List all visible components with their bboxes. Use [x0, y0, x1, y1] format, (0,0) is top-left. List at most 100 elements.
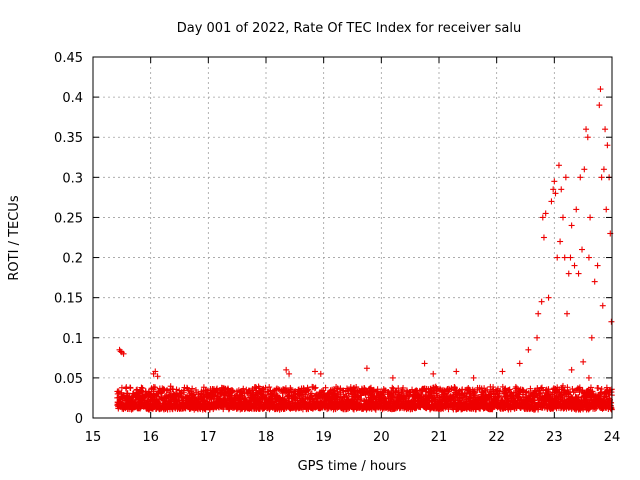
data-point [561, 254, 568, 261]
data-point [545, 294, 552, 301]
data-point [583, 126, 590, 133]
data-point [602, 126, 609, 133]
data-point [564, 310, 571, 317]
data-point [118, 384, 125, 391]
data-point [539, 214, 546, 221]
data-point [580, 358, 587, 365]
data-point [587, 214, 594, 221]
y-tick-label: 0.45 [54, 51, 83, 66]
data-point [534, 334, 541, 341]
data-point [598, 174, 605, 181]
data-point [591, 278, 598, 285]
data-point [581, 166, 588, 173]
data-points [114, 86, 615, 413]
data-point [525, 346, 532, 353]
data-point [608, 318, 615, 325]
data-point [317, 370, 324, 377]
data-point [588, 334, 595, 341]
x-tick-labels: 15 16 17 18 19 20 21 22 23 24 [85, 430, 621, 445]
y-tick-labels: 0 0.05 0.1 0.15 0.2 0.25 0.3 0.35 0.4 0.45 [54, 51, 83, 427]
data-point [567, 254, 574, 261]
y-tick-label: 0.3 [62, 171, 83, 186]
x-tick-label: 20 [373, 430, 390, 445]
data-point [540, 234, 547, 241]
y-tick-label: 0.2 [62, 252, 83, 267]
grid [93, 57, 612, 418]
data-point [430, 370, 437, 377]
data-point [124, 390, 131, 397]
data-point [551, 178, 558, 185]
data-point [535, 310, 542, 317]
x-tick-label: 19 [315, 430, 332, 445]
data-point [555, 162, 562, 169]
y-tick-label: 0.05 [54, 372, 83, 387]
data-point [189, 385, 196, 392]
data-point [579, 246, 586, 253]
data-point [173, 386, 180, 393]
data-point [575, 270, 582, 277]
data-point [562, 174, 569, 181]
data-point [213, 386, 220, 393]
y-tick-label: 0.35 [54, 131, 83, 146]
data-point [557, 238, 564, 245]
data-point [599, 302, 606, 309]
data-point [559, 214, 566, 221]
x-tick-label: 15 [85, 430, 102, 445]
axis-ticks [92, 56, 613, 419]
y-tick-label: 0 [75, 412, 83, 427]
data-point [594, 262, 601, 269]
data-point [389, 374, 396, 381]
data-point [565, 270, 572, 277]
data-point [200, 384, 207, 391]
x-tick-label: 17 [200, 430, 217, 445]
data-point [604, 142, 611, 149]
data-point [363, 365, 370, 372]
x-tick-label: 21 [431, 430, 448, 445]
data-point [585, 374, 592, 381]
chart-title: Day 001 of 2022, Rate Of TEC Index for r… [177, 21, 522, 36]
data-point [389, 384, 396, 391]
data-point [568, 366, 575, 373]
data-point [453, 368, 460, 375]
data-point [558, 186, 565, 193]
data-point [577, 174, 584, 181]
data-point [571, 262, 578, 269]
data-point [470, 374, 477, 381]
data-point [516, 360, 523, 367]
data-point [600, 166, 607, 173]
data-point [585, 254, 592, 261]
y-tick-label: 0.15 [54, 292, 83, 307]
data-point [499, 368, 506, 375]
data-point [548, 198, 555, 205]
data-point [542, 210, 549, 217]
data-point [573, 206, 580, 213]
y-tick-label: 0.4 [62, 91, 83, 106]
x-tick-label: 23 [546, 430, 563, 445]
y-axis-label: ROTI / TECUs [7, 195, 22, 280]
data-point [160, 385, 167, 392]
data-point [538, 298, 545, 305]
data-point [240, 385, 247, 392]
data-point [152, 384, 159, 391]
x-tick-label: 24 [604, 430, 621, 445]
data-point [286, 370, 293, 377]
x-tick-label: 16 [142, 430, 159, 445]
y-tick-label: 0.1 [62, 332, 83, 347]
data-point [312, 368, 319, 375]
data-point [584, 134, 591, 141]
x-axis-label: GPS time / hours [298, 459, 407, 474]
data-point [597, 86, 604, 93]
data-point [165, 389, 172, 396]
x-tick-label: 22 [488, 430, 505, 445]
data-point [214, 385, 221, 392]
data-point [554, 254, 561, 261]
y-tick-label: 0.25 [54, 211, 83, 226]
data-point [596, 102, 603, 109]
data-point [603, 206, 610, 213]
data-point [568, 222, 575, 229]
data-point [421, 360, 428, 367]
plot-frame [92, 56, 613, 419]
data-point [134, 386, 141, 393]
data-point [127, 385, 134, 392]
